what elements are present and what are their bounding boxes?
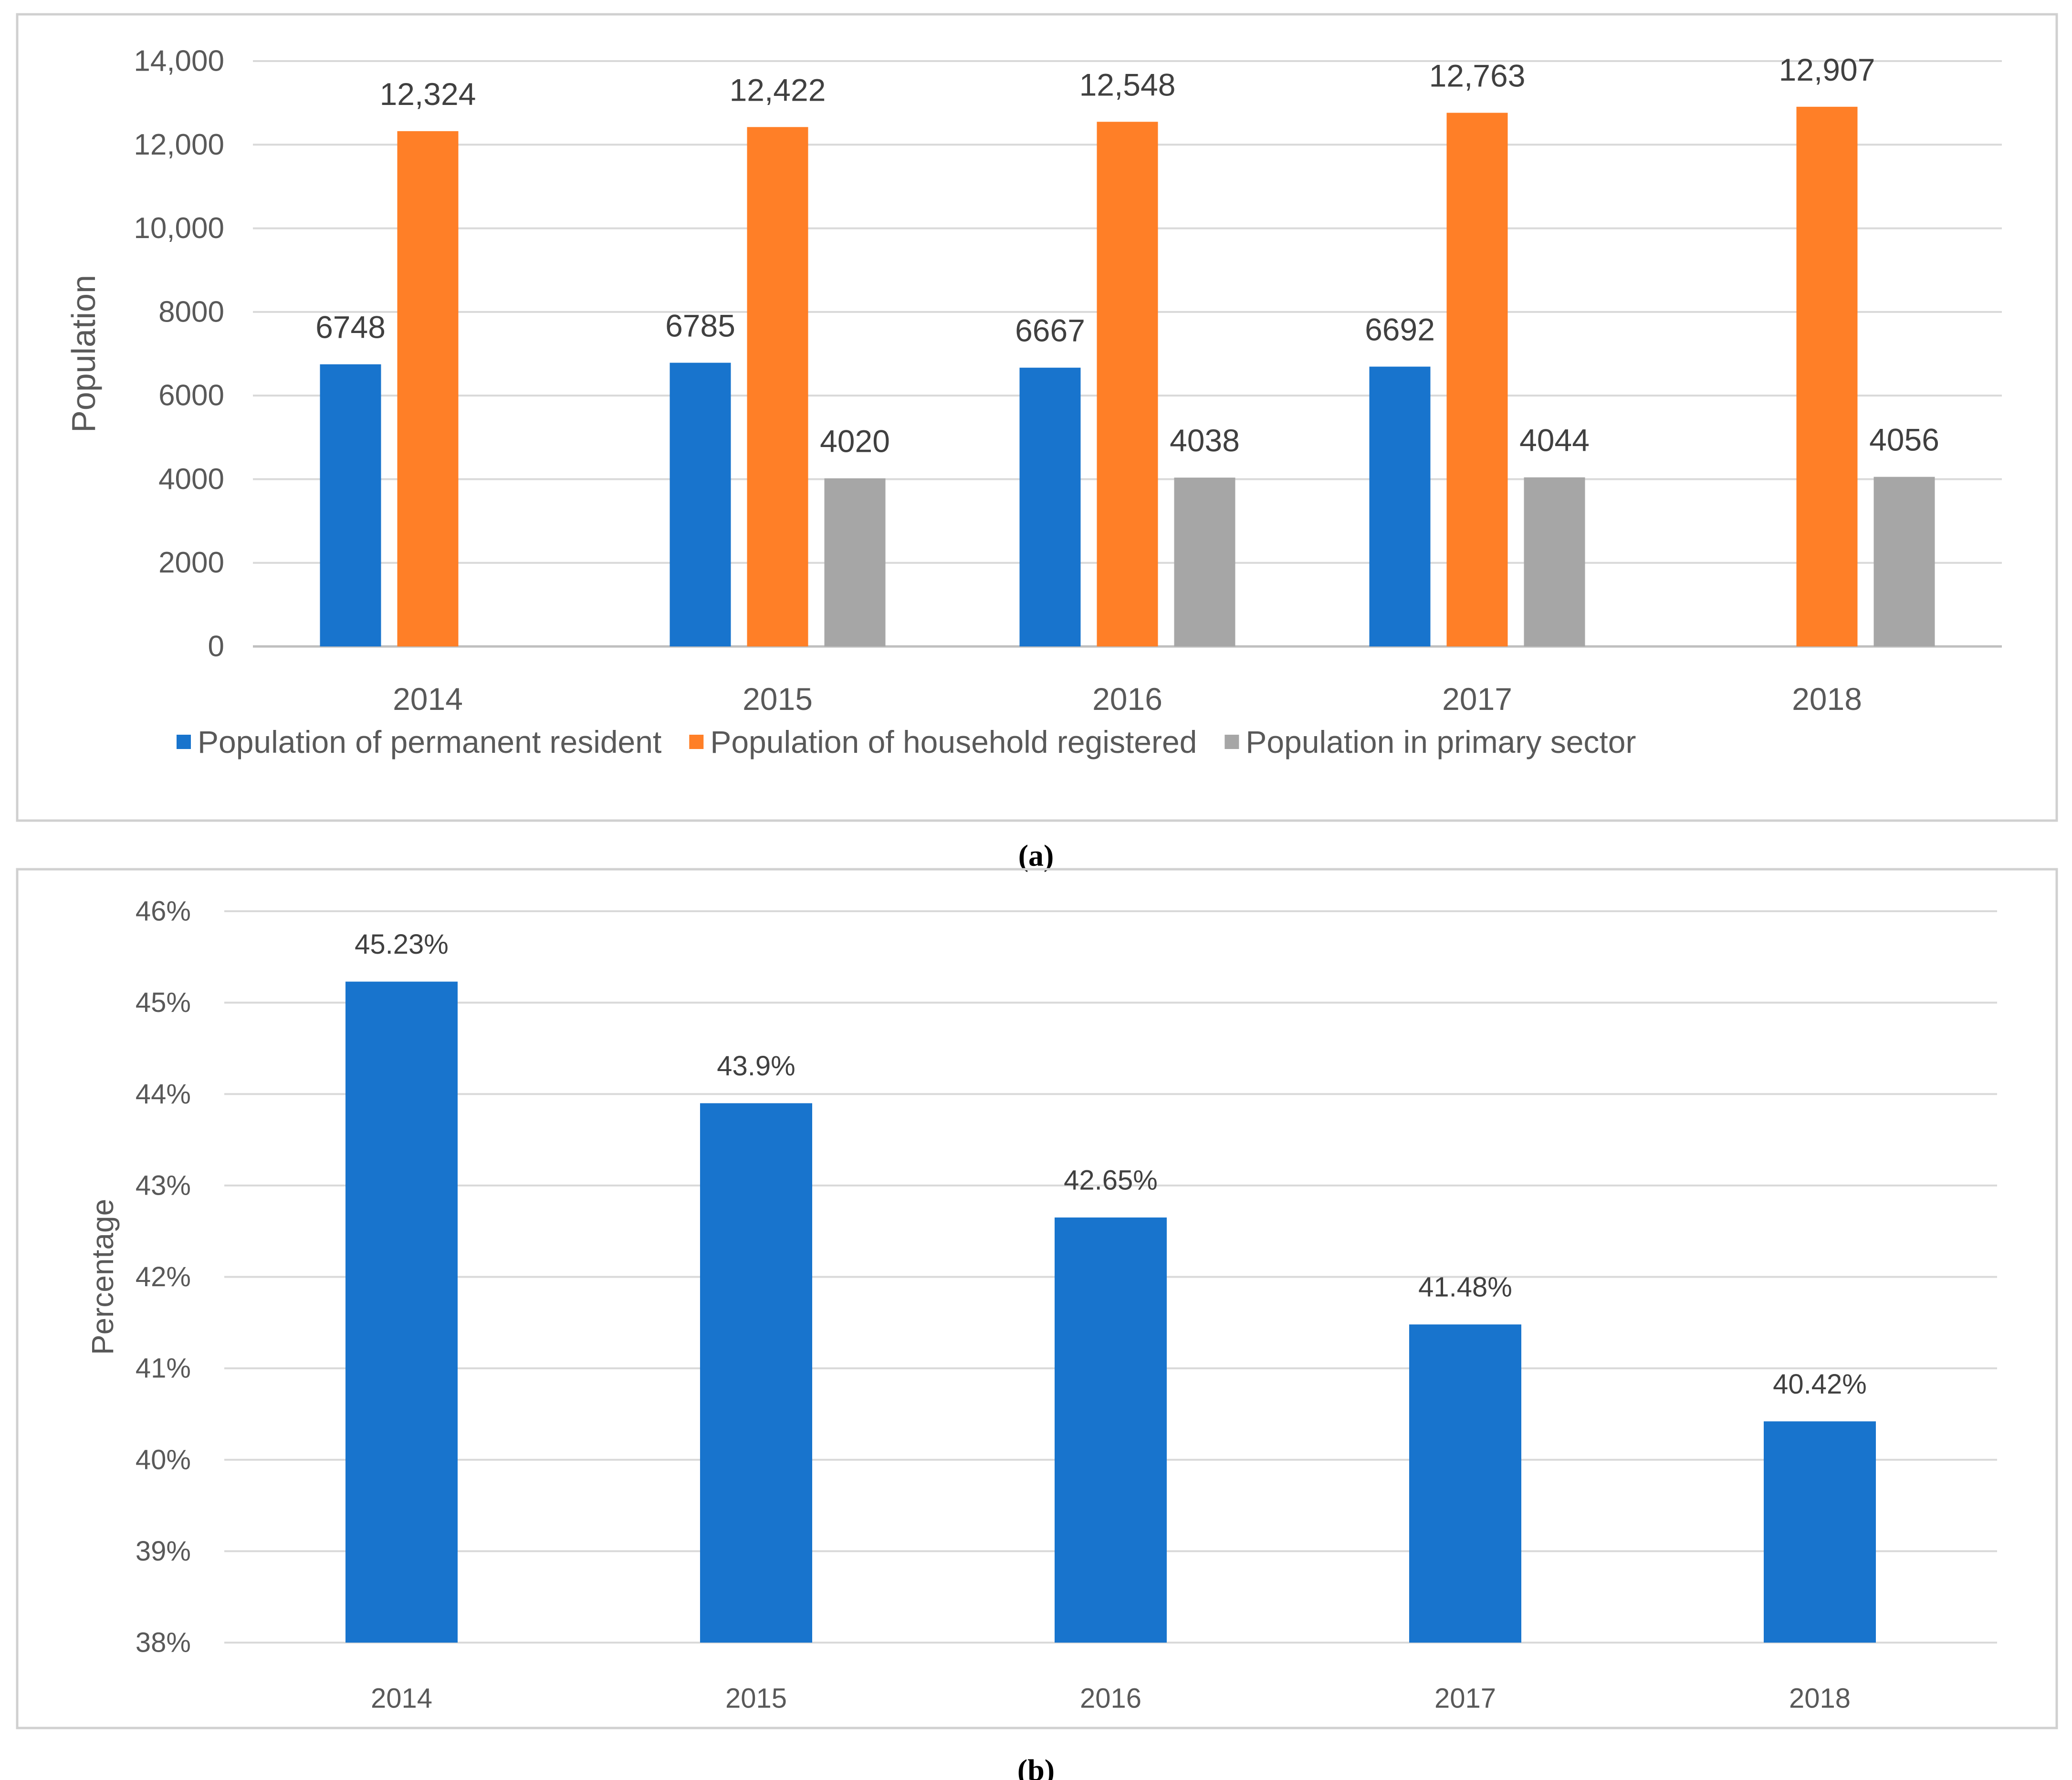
legend: Population of permanent resident Populati… [177,724,1636,760]
data-label: 4038 [1170,423,1240,458]
chart-a: 0 2000 4000 6000 8000 10,000 12,000 14,000 Popul… [16,13,2058,822]
data-label: 12,324 [380,76,476,112]
bar [320,364,381,646]
x-tick-label: 2018 [1792,681,1862,717]
y-tick-label: 41% [136,1353,191,1384]
data-label: 41.48% [1418,1272,1512,1303]
bar [1409,1324,1521,1643]
chart-frame [16,868,2058,1729]
x-tick-label: 2016 [1080,1683,1141,1714]
data-label: 6785 [665,308,735,343]
data-label: 12,548 [1079,67,1176,102]
data-label: 42.65% [1064,1165,1158,1196]
data-label: 6748 [315,310,386,345]
y-tick-label: 43% [136,1170,191,1201]
data-label: 40.42% [1773,1369,1867,1400]
y-tick-label: 6000 [158,379,224,412]
data-label: 4056 [1869,422,1939,458]
bar [1524,477,1585,646]
data-label: 6667 [1015,313,1085,348]
data-label: 6692 [1365,312,1435,347]
chart-frame [16,13,2058,822]
bar [747,127,808,646]
data-label: 12,763 [1429,58,1526,93]
y-tick-label: 38% [136,1627,191,1658]
x-tick-label: 2017 [1442,681,1512,717]
y-tick-label: 8000 [158,295,224,328]
x-tick-label: 2018 [1789,1683,1851,1714]
bar [1097,122,1158,646]
x-tick-label: 2016 [1092,681,1162,717]
bar [1446,113,1508,647]
x-tick-label: 2014 [371,1683,432,1714]
bar [397,131,459,647]
y-tick-label: 2000 [158,546,224,579]
x-tick-label: 2014 [393,681,463,717]
bar [700,1103,812,1643]
bar [1796,106,1858,646]
figure-caption: (a) [1018,839,1054,873]
bar [1174,478,1235,646]
data-label: 43.9% [717,1051,795,1082]
y-tick-label: 0 [208,630,224,663]
legend-swatch [1224,735,1239,749]
y-tick-label: 4000 [158,463,224,496]
legend-swatch [689,735,704,749]
x-tick-label: 2015 [725,1683,787,1714]
y-tick-label: 14,000 [134,45,224,78]
figure-caption: (b) [1017,1753,1055,1780]
bar [1055,1217,1167,1643]
data-label: 12,422 [730,72,826,107]
bar [1873,477,1935,646]
x-tick-label: 2015 [743,681,813,717]
bar [824,478,886,646]
legend-label: Population in primary sector [1245,724,1636,760]
y-axis-label: Population [65,275,102,433]
y-axis-label: Percentage [85,1199,120,1355]
y-tick-label: 42% [136,1261,191,1292]
bar [1019,367,1081,646]
data-label: 4044 [1519,423,1590,458]
legend-label: Population of permanent resident [198,724,661,760]
legend-label: Population of household registered [710,724,1197,760]
y-tick-label: 10,000 [134,212,224,245]
y-tick-label: 12,000 [134,128,224,161]
y-tick-label: 40% [136,1444,191,1475]
bar [345,981,458,1643]
bar [1764,1421,1876,1643]
data-label: 45.23% [355,929,449,960]
chart-b: 38% 39% 40% 41% 42% 43% 44% 45% 46% Percentage 201… [16,868,2058,1729]
bar [1369,366,1431,646]
y-tick-label: 44% [136,1079,191,1110]
bar [670,363,731,646]
y-tick-label: 45% [136,987,191,1018]
x-tick-label: 2017 [1434,1683,1496,1714]
legend-swatch [177,735,191,749]
y-tick-label: 39% [136,1536,191,1567]
y-tick-label: 46% [136,896,191,927]
data-label: 12,907 [1779,52,1875,87]
data-label: 4020 [820,424,890,459]
